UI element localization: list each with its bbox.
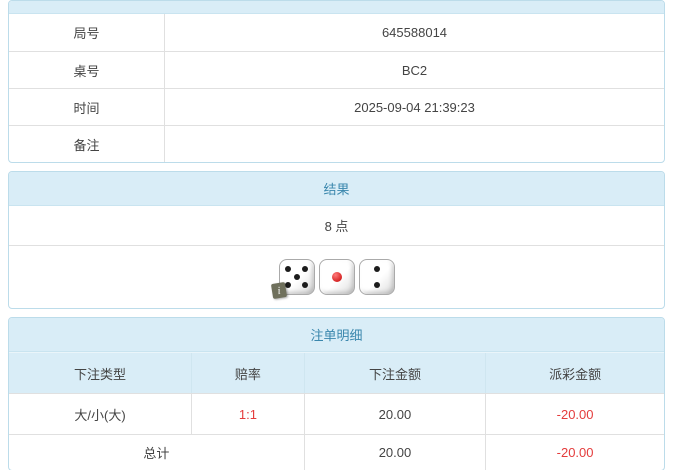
bet-type-value: 大/小(大) bbox=[74, 407, 126, 423]
die-pip bbox=[285, 265, 292, 272]
die-pip bbox=[293, 274, 300, 280]
remark-value bbox=[165, 126, 664, 162]
table-number-label: 桌号 bbox=[9, 52, 165, 88]
die-1 bbox=[318, 259, 355, 295]
result-points: 8 点 bbox=[324, 219, 349, 234]
info-row-time: 时间 2025-09-04 21:39:23 bbox=[9, 88, 664, 125]
total-payout-amount: -20.00 bbox=[485, 435, 664, 470]
total-label: 总计 bbox=[143, 446, 170, 461]
table-number-value: BC2 bbox=[401, 62, 428, 78]
column-header-payout-amount: 派彩金额 bbox=[485, 353, 664, 393]
total-bet-amount: 20.00 bbox=[303, 435, 485, 470]
result-points-row: 8 点 bbox=[9, 206, 664, 246]
die-2 bbox=[358, 259, 395, 295]
column-header-bet-type: 下注类型 bbox=[74, 366, 127, 382]
odds-value: 1:1 bbox=[191, 394, 304, 434]
round-number-label: 局号 bbox=[9, 14, 165, 51]
time-label: 时间 bbox=[9, 89, 165, 125]
bet-table-header-row: 下注类型 赔率 下注金额 派彩金额 bbox=[9, 352, 664, 393]
dice-group: i bbox=[270, 259, 395, 300]
die-pip bbox=[285, 282, 292, 289]
bet-details-title: 注单明细 bbox=[310, 328, 363, 343]
dice-row: i bbox=[9, 246, 664, 308]
bet-table-row: 大/小(大) 1:1 20.00 -20.00 bbox=[9, 393, 664, 434]
result-title: 结果 bbox=[323, 182, 350, 197]
info-row-round: 局号 645588014 bbox=[9, 14, 664, 51]
die-pip bbox=[373, 265, 380, 272]
round-number-value: 645588014 bbox=[381, 25, 448, 40]
bet-details-header: 注单明细 bbox=[9, 318, 664, 352]
time-value: 2025-09-04 21:39:23 bbox=[354, 99, 475, 115]
column-header-odds: 赔率 bbox=[191, 353, 304, 393]
bet-table-total-row: 总计 20.00 -20.00 bbox=[9, 434, 664, 470]
die-pip bbox=[301, 282, 308, 289]
column-header-bet-amount: 下注金额 bbox=[303, 353, 485, 393]
payout-amount-value: -20.00 bbox=[485, 394, 664, 434]
info-icon[interactable]: i bbox=[270, 281, 287, 300]
result-panel: 结果 8 点 i bbox=[8, 171, 665, 309]
remark-label: 备注 bbox=[9, 126, 165, 162]
game-info-panel: 局号 645588014 桌号 BC2 时间 2025-09-04 21:39:… bbox=[8, 0, 665, 163]
die-pip bbox=[373, 282, 380, 289]
die-pip bbox=[331, 272, 342, 282]
result-header: 结果 bbox=[9, 172, 664, 206]
info-row-remark: 备注 bbox=[9, 125, 664, 162]
bet-details-panel: 注单明细 下注类型 赔率 下注金额 派彩金额 大/小(大) 1:1 20.00 … bbox=[8, 317, 665, 470]
game-info-header-bar bbox=[9, 1, 664, 14]
bet-amount-value: 20.00 bbox=[303, 394, 485, 434]
info-row-table: 桌号 BC2 bbox=[9, 51, 664, 88]
die-pip bbox=[301, 265, 308, 272]
